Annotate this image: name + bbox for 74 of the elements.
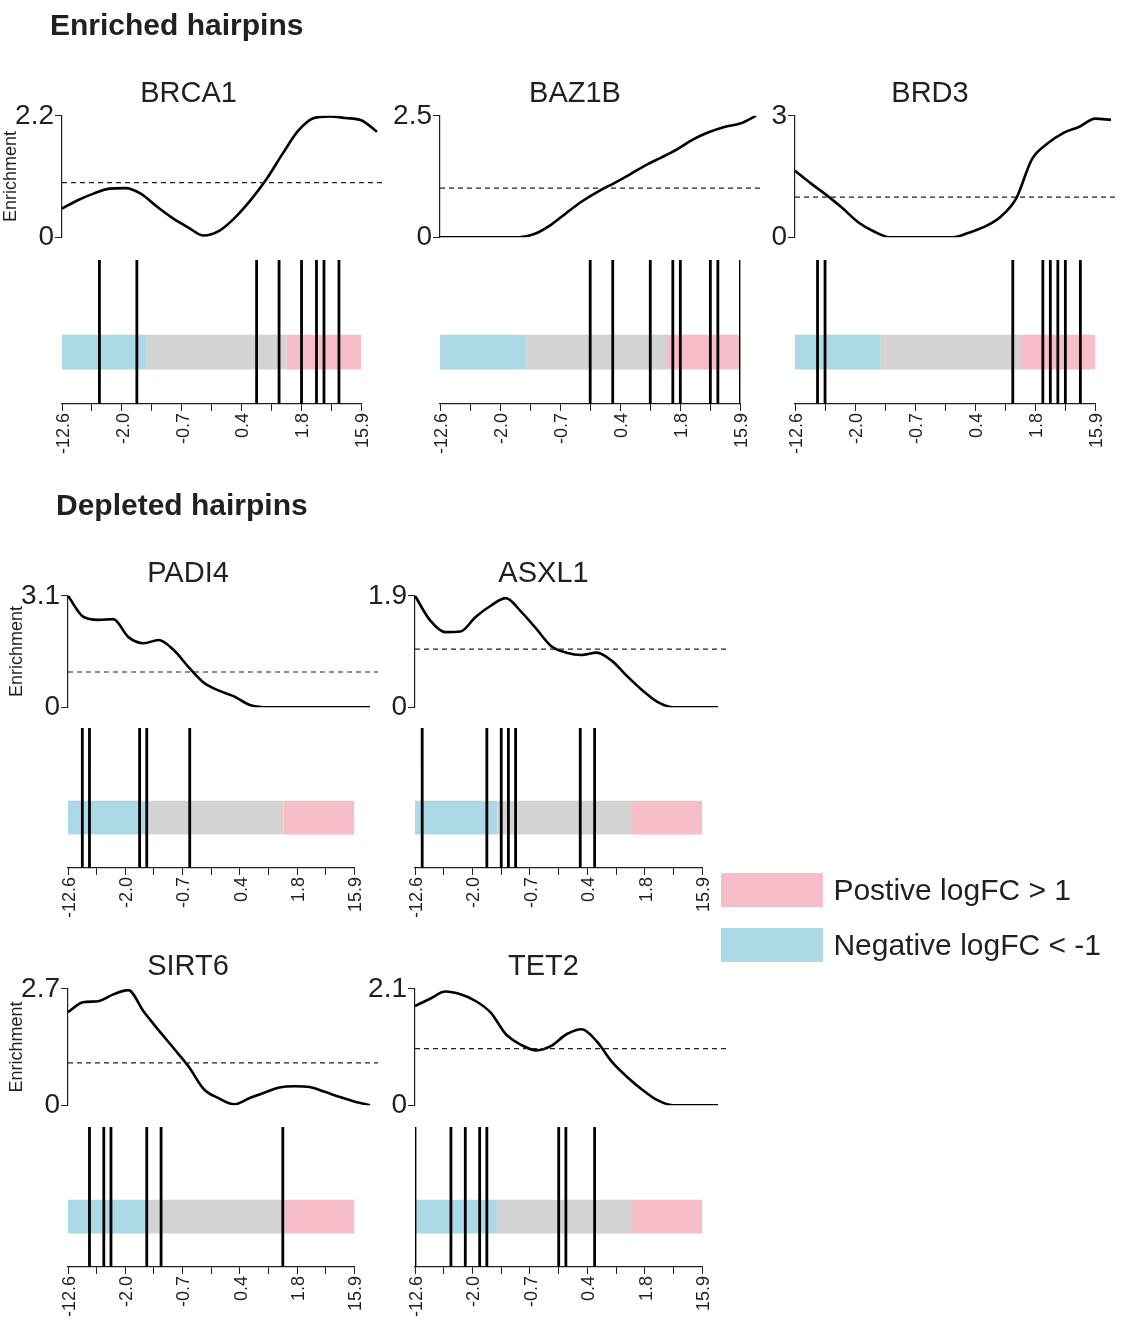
x-tick-label: 0.4 [578, 1275, 599, 1301]
x-tick-label: 15.9 [352, 412, 373, 449]
y-tick-label: 2.5 [393, 98, 432, 130]
line-series [793, 117, 1113, 238]
x-tick-label: 15.9 [345, 1275, 366, 1312]
x-tick-label: 0.4 [578, 876, 599, 902]
line-series [413, 595, 720, 708]
x-tick-label: -0.7 [520, 1275, 541, 1307]
x-tick-label: -0.7 [520, 876, 541, 908]
x-tick-label: -2.0 [463, 876, 484, 908]
x-tick-label: 0.4 [232, 412, 253, 438]
legend-label: Negative logFC < -1 [833, 928, 1102, 963]
chart-title: PADI4 [147, 556, 229, 589]
x-tick-label: 15.9 [1086, 412, 1107, 449]
x-tick-label: -12.6 [785, 412, 806, 454]
y-tick-label: 0 [771, 219, 787, 251]
x-tick-label: -0.7 [905, 412, 926, 444]
x-tick-label: -12.6 [58, 1275, 79, 1317]
x-tick-label: -12.6 [430, 412, 451, 454]
x-tick-label: -12.6 [405, 876, 426, 918]
x-tick-label: 0.4 [966, 412, 987, 438]
chart-title: SIRT6 [147, 949, 229, 982]
x-tick-label: -2.0 [116, 1275, 137, 1307]
x-tick-label: -2.0 [463, 1275, 484, 1307]
x-tick-label: 0.4 [611, 412, 632, 438]
x-tick-label: 1.8 [635, 1275, 656, 1301]
x-tick-label: -12.6 [405, 1275, 426, 1317]
x-tick-label: 15.9 [693, 876, 714, 913]
x-tick-label: 1.8 [635, 876, 656, 902]
line-series [66, 595, 372, 708]
text: Depleted hairpins [56, 488, 308, 522]
x-tick-label: 1.8 [1026, 412, 1047, 438]
y-tick-label: 1.9 [368, 578, 407, 610]
y-tick-label: 0 [44, 689, 60, 721]
y-tick-label: 0 [416, 219, 432, 251]
y-tick-label: 2.7 [21, 971, 60, 1003]
x-tick-label: -0.7 [550, 412, 571, 444]
x-tick-label: 15.9 [731, 412, 752, 449]
legend-label: Postive logFC > 1 [833, 873, 1072, 908]
y-tick-label: 0 [44, 1087, 60, 1119]
x-tick-label: 1.8 [671, 412, 692, 438]
y-tick-label: 0 [391, 689, 407, 721]
x-tick-label: -0.7 [172, 412, 193, 444]
x-tick-label: -12.6 [58, 876, 79, 918]
x-tick-label: -0.7 [173, 876, 194, 908]
x-tick-label: -2.0 [116, 876, 137, 908]
line-series [60, 115, 379, 237]
chart-title: ASXL1 [498, 556, 589, 589]
y-axis-title: Enrichment [0, 130, 20, 223]
y-tick-label: 3 [771, 98, 787, 130]
x-tick-label: -2.0 [490, 412, 511, 444]
x-tick-label: -2.0 [845, 412, 866, 444]
chart-title: TET2 [508, 949, 579, 982]
x-tick-label: -0.7 [173, 1275, 194, 1307]
chart-title: BAZ1B [529, 76, 621, 109]
y-axis-title: Enrichment [5, 1001, 26, 1093]
x-tick-label: 15.9 [345, 876, 366, 913]
y-tick-label: 0 [38, 219, 54, 251]
text: Enriched hairpins [50, 8, 304, 42]
y-tick-label: 2.1 [368, 971, 407, 1003]
x-tick-label: 0.4 [230, 876, 251, 902]
line-series [438, 115, 758, 238]
chart-title: BRD3 [891, 76, 969, 109]
x-tick-label: 1.8 [287, 1275, 308, 1301]
line-series [413, 990, 720, 1106]
x-tick-label: 0.4 [230, 1275, 251, 1301]
x-tick-label: 1.8 [292, 412, 313, 438]
y-tick-label: 0 [391, 1087, 407, 1119]
x-tick-label: 1.8 [287, 876, 308, 902]
x-tick-label: -2.0 [112, 412, 133, 444]
x-tick-label: -12.6 [52, 412, 73, 454]
x-tick-label: 15.9 [693, 1275, 714, 1312]
chart-title: BRCA1 [140, 76, 237, 109]
y-tick-label: 2.2 [15, 98, 54, 130]
